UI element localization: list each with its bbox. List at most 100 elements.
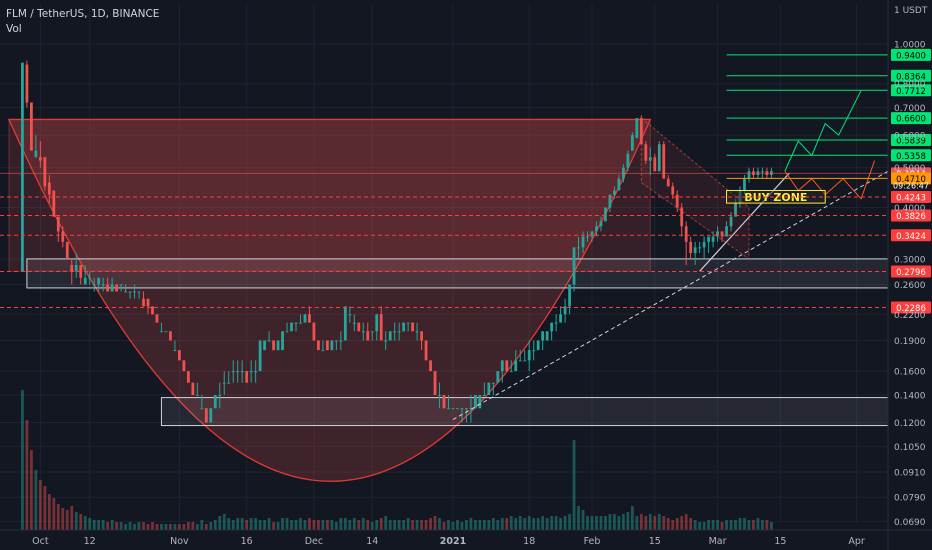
- candle-body: [47, 182, 51, 195]
- support-box-lower: [160, 397, 889, 427]
- volume-bar: [707, 520, 710, 530]
- candle-body: [559, 314, 562, 323]
- volume-indicator-label: Vol: [6, 23, 22, 35]
- volume-bar: [133, 524, 136, 530]
- candle-body: [474, 395, 477, 409]
- candle-body: [101, 284, 105, 286]
- level-value: 0.5839: [896, 136, 926, 146]
- candle-body: [137, 291, 141, 293]
- candle-body: [550, 322, 554, 332]
- candle-body: [191, 382, 195, 396]
- volume-bar: [281, 518, 284, 530]
- level-value: 0.5358: [896, 152, 926, 162]
- candle-body: [680, 207, 684, 227]
- volume-bar: [65, 510, 69, 530]
- volume-bar: [43, 486, 47, 530]
- volume-bar: [630, 506, 634, 530]
- volume-bar: [272, 522, 275, 530]
- level-badge: [891, 69, 931, 82]
- candle-body: [146, 298, 150, 307]
- volume-bar: [402, 520, 406, 530]
- candle-body: [608, 194, 612, 208]
- candle-body: [563, 306, 567, 315]
- volume-bar: [88, 518, 92, 530]
- candle-body: [330, 340, 334, 351]
- volume-bar: [429, 518, 432, 530]
- candle-body: [707, 236, 710, 242]
- time-tick-label: 18: [523, 536, 535, 547]
- volume-bar: [725, 520, 728, 530]
- level-value: 0.4710: [896, 175, 926, 185]
- price-tick-label: 0.1400: [894, 392, 926, 402]
- candle-body: [173, 350, 177, 352]
- volume-bars: [21, 390, 773, 530]
- volume-bar: [370, 522, 374, 530]
- volume-bar: [581, 510, 585, 530]
- candle-body: [626, 153, 630, 168]
- candle-body: [222, 382, 226, 384]
- volume-bar: [761, 520, 764, 530]
- candle-body: [671, 186, 675, 195]
- candle-body: [523, 360, 527, 362]
- candle-body: [478, 395, 482, 409]
- candle-body: [294, 322, 298, 324]
- time-axis[interactable]: Oct 12 Nov 16 Dec 14 2021 18 Feb 15 Mar 15 Apr: [0, 529, 932, 547]
- volume-bar: [595, 516, 598, 530]
- candle-body: [693, 247, 697, 254]
- volume-bar: [115, 522, 118, 530]
- volume-bar: [671, 520, 675, 530]
- price-levels: [0, 54, 888, 308]
- volume-bar: [375, 520, 379, 530]
- candle-body: [491, 382, 495, 384]
- volume-bar: [92, 520, 96, 530]
- price-tick-label: 0.7000: [894, 104, 926, 114]
- level-badge: [891, 301, 931, 314]
- volume-bar: [52, 498, 56, 530]
- candle-body: [545, 331, 549, 341]
- level-value: 0.2796: [896, 268, 926, 278]
- volume-bar: [146, 524, 150, 530]
- candle-body: [285, 331, 289, 333]
- candle-body: [276, 340, 280, 351]
- price-axis[interactable]: 0.94000.83640.77120.66000.58390.53580.48…: [887, 0, 931, 550]
- candle-body: [227, 382, 231, 384]
- volume-bar: [361, 518, 365, 530]
- candle-body: [263, 340, 266, 351]
- volume-bar: [169, 524, 172, 530]
- candle-body: [312, 322, 316, 341]
- candle-body: [487, 382, 491, 396]
- candle-body: [429, 360, 432, 372]
- volume-bar: [500, 518, 504, 530]
- candle-body: [106, 284, 110, 292]
- volume-bar: [478, 520, 482, 530]
- candle-body: [231, 371, 235, 373]
- volume-bar: [653, 516, 657, 530]
- volume-bar: [406, 518, 410, 530]
- candle-body: [83, 277, 87, 285]
- candle-body: [666, 178, 670, 187]
- time-tick-label: 15: [649, 536, 661, 547]
- volume-bar: [698, 522, 702, 530]
- candle-body: [572, 247, 576, 285]
- volume-bar: [326, 520, 329, 530]
- volume-bar: [738, 518, 742, 530]
- chart-title: FLM / TetherUS, 1D, BINANCE: [6, 8, 160, 20]
- volume-bar: [527, 516, 531, 530]
- price-tick-label: 0.1900: [894, 337, 926, 347]
- volume-bar: [34, 470, 38, 530]
- candle-body: [379, 314, 383, 341]
- candle-body: [200, 408, 204, 410]
- candle-body: [500, 360, 504, 372]
- candle-body: [97, 277, 101, 285]
- volume-bar: [523, 518, 527, 530]
- candle-body: [182, 360, 186, 372]
- candle-body: [554, 322, 558, 324]
- candle-body: [326, 340, 329, 351]
- volume-bar: [496, 520, 500, 530]
- candle-body: [249, 371, 253, 373]
- time-tick-label: 14: [366, 536, 378, 547]
- price-tick-label: 1.0000: [894, 40, 926, 50]
- volume-bar: [285, 518, 289, 530]
- candle-body: [630, 135, 634, 151]
